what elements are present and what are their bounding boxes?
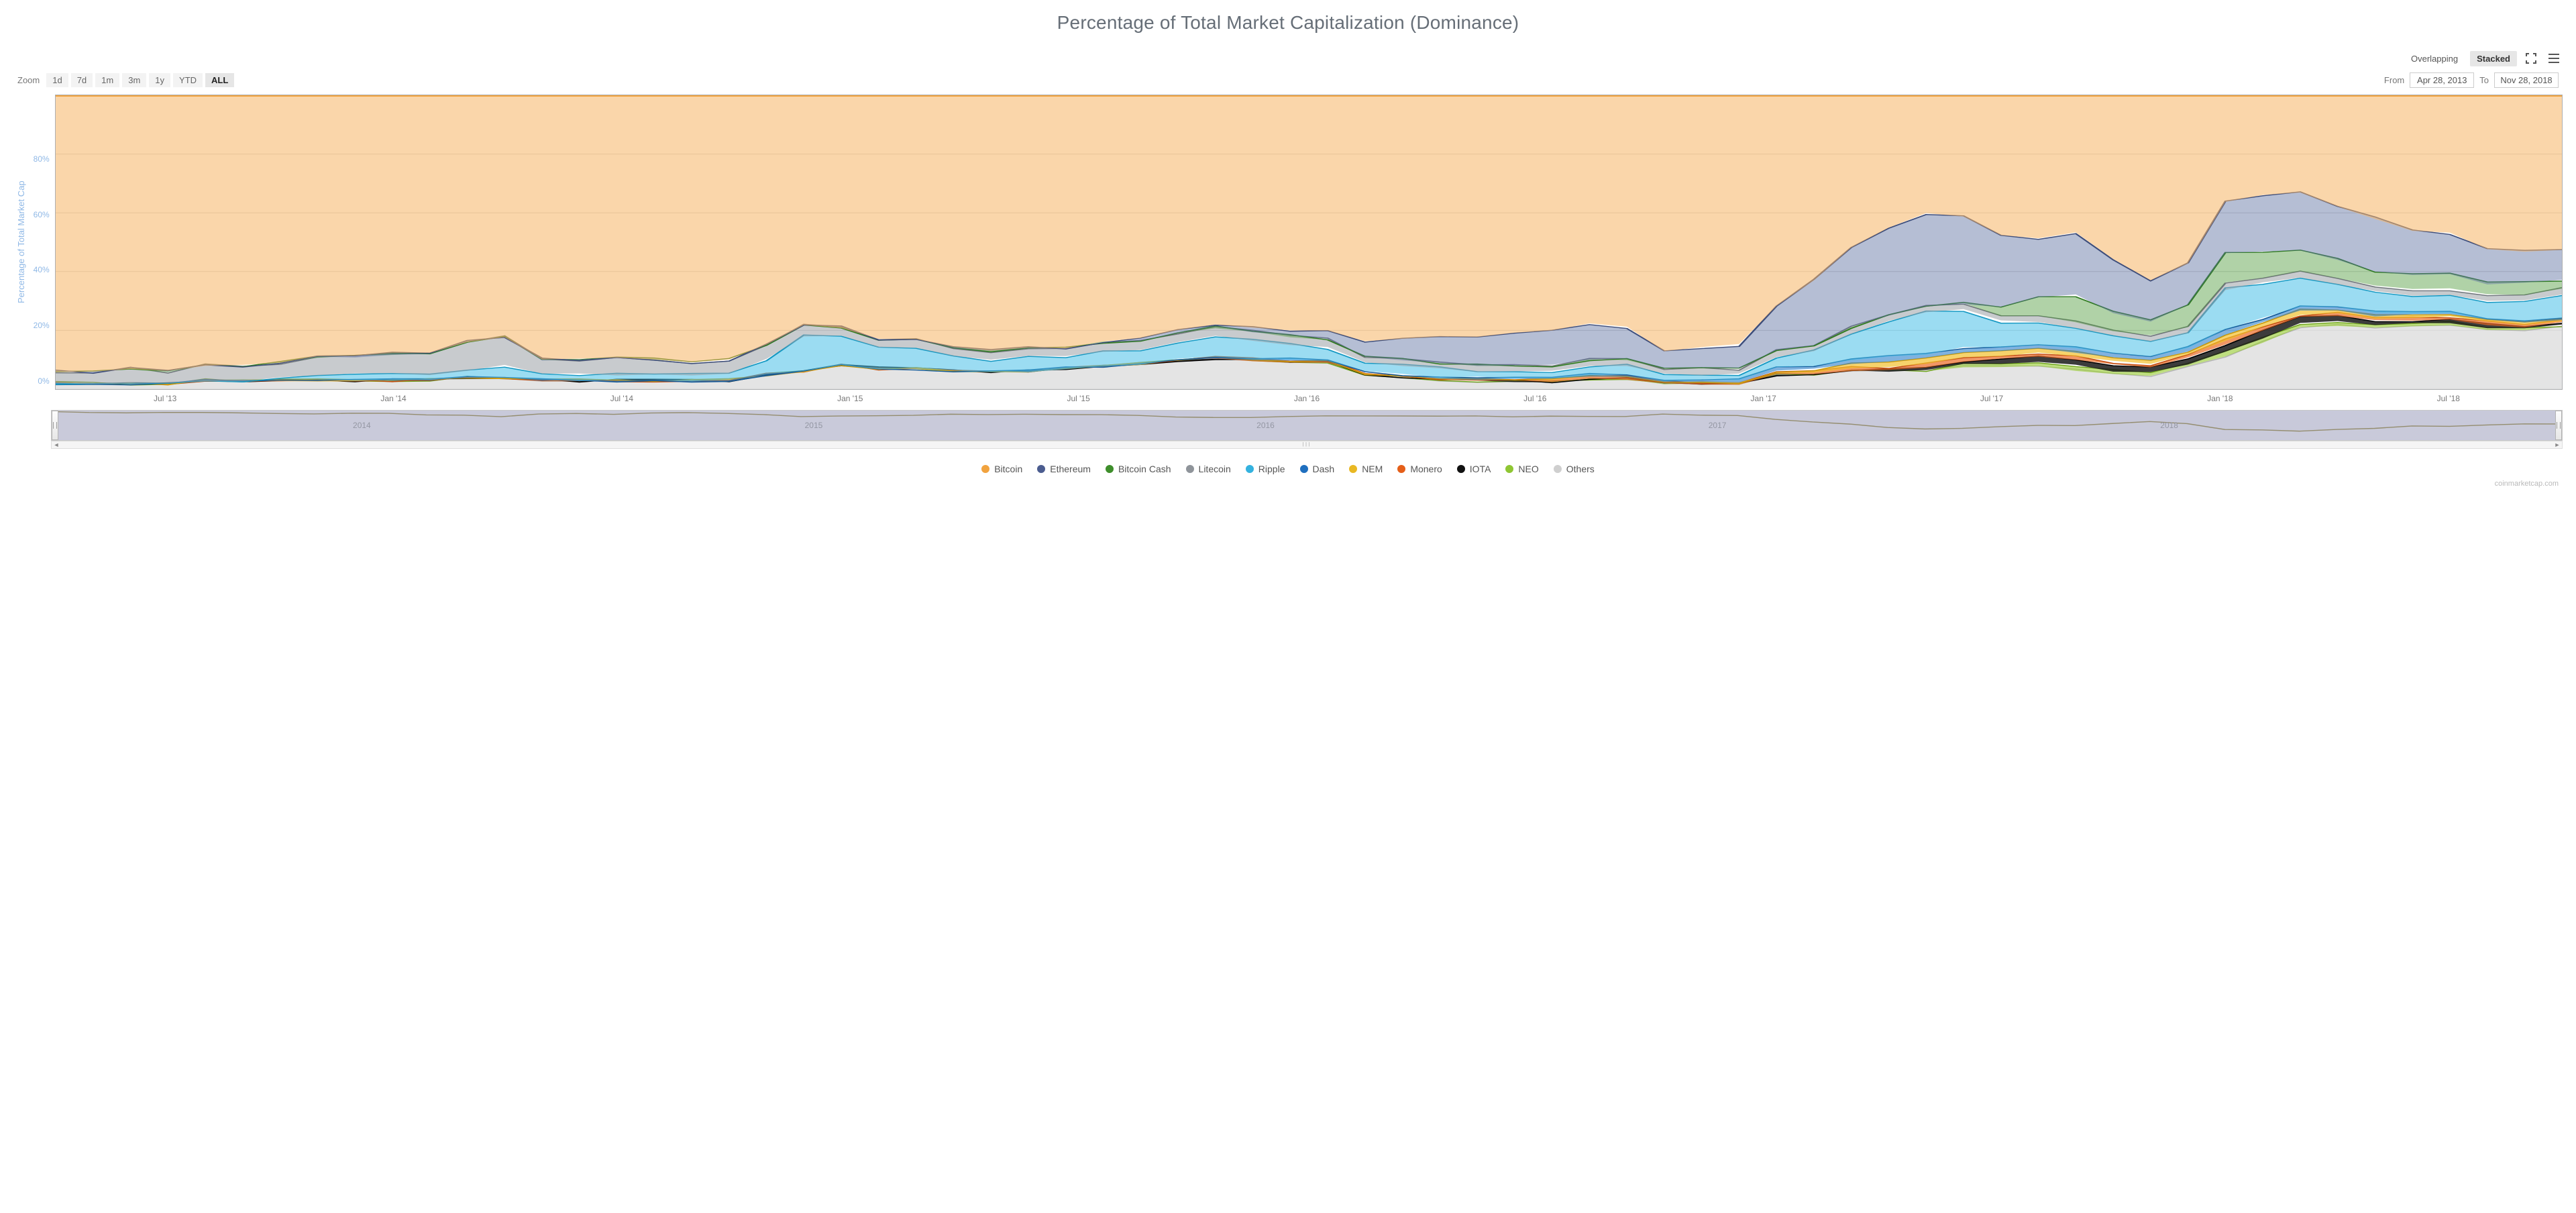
legend-dot-icon — [1554, 465, 1562, 473]
legend-item-bitcoin[interactable]: Bitcoin — [981, 464, 1022, 474]
legend-dot-icon — [981, 465, 989, 473]
chart-plot[interactable] — [55, 95, 2563, 390]
ytick: 80% — [34, 154, 50, 164]
legend-label: Others — [1566, 464, 1595, 474]
xtick: Jul '18 — [2334, 394, 2563, 403]
navigator-handle-left[interactable] — [52, 411, 58, 440]
legend-label: Bitcoin — [994, 464, 1022, 474]
date-to-input[interactable]: Nov 28, 2018 — [2494, 72, 2559, 88]
view-stacked[interactable]: Stacked — [2470, 51, 2517, 66]
attribution: coinmarketcap.com — [13, 480, 2559, 488]
zoom-controls: Zoom 1d 7d 1m 3m 1y YTD ALL — [17, 73, 234, 87]
legend-label: Bitcoin Cash — [1118, 464, 1171, 474]
zoom-1d[interactable]: 1d — [46, 73, 68, 87]
zoom-all[interactable]: ALL — [205, 73, 234, 87]
legend-dot-icon — [1300, 465, 1308, 473]
date-range: From Apr 28, 2013 To Nov 28, 2018 — [2384, 72, 2559, 88]
navigator-scrollbar[interactable]: ◄ III ► — [51, 441, 2563, 449]
legend-label: NEO — [1518, 464, 1538, 474]
legend-label: Dash — [1313, 464, 1335, 474]
legend-label: NEM — [1362, 464, 1383, 474]
legend-item-nem[interactable]: NEM — [1349, 464, 1383, 474]
xtick: Jan '16 — [1193, 394, 1421, 403]
legend-item-neo[interactable]: NEO — [1505, 464, 1538, 474]
legend-label: IOTA — [1470, 464, 1491, 474]
view-overlapping[interactable]: Overlapping — [2404, 51, 2465, 66]
scrollbar-grip-icon: III — [1302, 442, 1311, 448]
legend-item-others[interactable]: Others — [1554, 464, 1595, 474]
yaxis-label: Percentage of Total Market Cap — [13, 95, 29, 390]
legend-item-dash[interactable]: Dash — [1300, 464, 1335, 474]
zoom-3m[interactable]: 3m — [122, 73, 146, 87]
navigator-handle-right[interactable] — [2555, 411, 2562, 440]
legend-item-iota[interactable]: IOTA — [1457, 464, 1491, 474]
legend-dot-icon — [1349, 465, 1357, 473]
range-navigator[interactable]: 20142015201620172018 — [51, 410, 2563, 441]
zoom-ytd[interactable]: YTD — [173, 73, 203, 87]
xtick: Jan '17 — [1650, 394, 1878, 403]
xtick: Jan '18 — [2106, 394, 2334, 403]
legend-item-litecoin[interactable]: Litecoin — [1186, 464, 1231, 474]
xaxis-ticks: Jul '13 Jan '14 Jul '14 Jan '15 Jul '15 … — [13, 394, 2563, 403]
legend-label: Ethereum — [1050, 464, 1091, 474]
chart-title: Percentage of Total Market Capitalizatio… — [13, 12, 2563, 34]
fullscreen-icon[interactable] — [2522, 50, 2540, 67]
zoom-7d[interactable]: 7d — [71, 73, 93, 87]
to-label: To — [2479, 75, 2489, 85]
scroll-right-icon[interactable]: ► — [2553, 441, 2562, 448]
legend-dot-icon — [1397, 465, 1405, 473]
from-label: From — [2384, 75, 2404, 85]
legend-label: Monero — [1410, 464, 1442, 474]
xtick: Jul '17 — [1878, 394, 2106, 403]
zoom-label: Zoom — [17, 75, 40, 85]
ytick: 20% — [34, 321, 50, 330]
legend: Bitcoin Ethereum Bitcoin Cash Litecoin R… — [13, 464, 2563, 474]
legend-label: Ripple — [1258, 464, 1285, 474]
legend-item-ripple[interactable]: Ripple — [1246, 464, 1285, 474]
legend-dot-icon — [1186, 465, 1194, 473]
zoom-1y[interactable]: 1y — [149, 73, 170, 87]
legend-dot-icon — [1505, 465, 1513, 473]
legend-item-monero[interactable]: Monero — [1397, 464, 1442, 474]
legend-dot-icon — [1106, 465, 1114, 473]
xtick: Jul '13 — [51, 394, 279, 403]
xtick: Jan '14 — [279, 394, 507, 403]
xtick: Jul '14 — [508, 394, 736, 403]
zoom-1m[interactable]: 1m — [95, 73, 119, 87]
legend-item-bitcoin_cash[interactable]: Bitcoin Cash — [1106, 464, 1171, 474]
xtick: Jan '15 — [736, 394, 964, 403]
ytick: 40% — [34, 265, 50, 274]
view-toolbar: Overlapping Stacked — [13, 50, 2563, 67]
ytick: 60% — [34, 210, 50, 219]
legend-dot-icon — [1246, 465, 1254, 473]
menu-icon[interactable] — [2545, 50, 2563, 67]
ytick: 0% — [38, 376, 49, 386]
yaxis-ticks: 100% 80% 60% 40% 20% 0% — [29, 95, 55, 390]
xtick: Jul '15 — [964, 394, 1192, 403]
date-from-input[interactable]: Apr 28, 2013 — [2410, 72, 2474, 88]
xtick: Jul '16 — [1421, 394, 1649, 403]
legend-label: Litecoin — [1199, 464, 1231, 474]
legend-dot-icon — [1037, 465, 1045, 473]
legend-dot-icon — [1457, 465, 1465, 473]
legend-item-ethereum[interactable]: Ethereum — [1037, 464, 1091, 474]
scroll-left-icon[interactable]: ◄ — [52, 441, 61, 448]
